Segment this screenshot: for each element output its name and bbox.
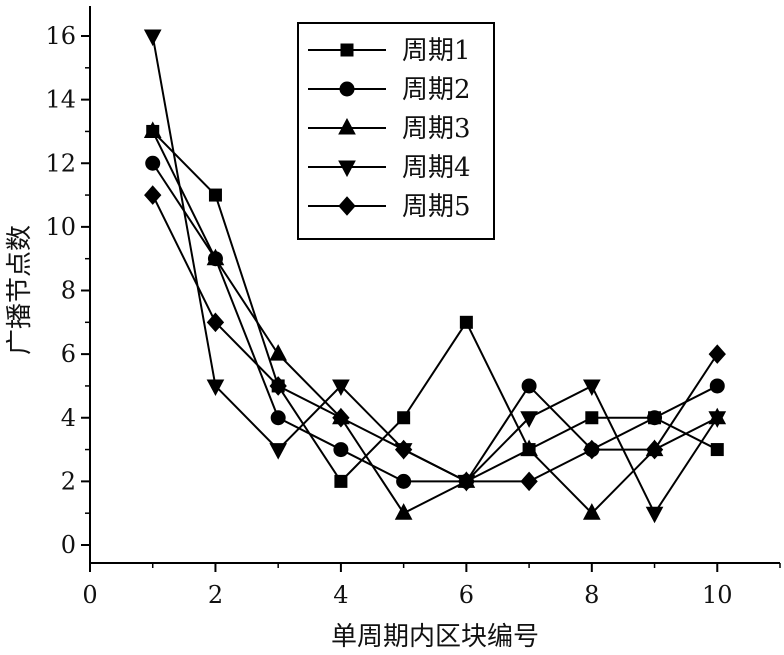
legend-item: 周期3: [308, 114, 471, 144]
data-point: [397, 411, 411, 425]
legend: 周期1 周期2 周期3 周期4 周期5: [297, 22, 495, 240]
x-axis-title: 单周期内区块编号: [331, 622, 539, 652]
axes: 0 2 4 6 8 10 12 14 16 0 2 4 6 8 10: [45, 6, 781, 609]
legend-marker: [340, 43, 354, 57]
data-point: [457, 471, 476, 492]
data-point: [144, 185, 162, 205]
data-point: [520, 471, 538, 492]
data-point: [645, 439, 664, 460]
legend-marker: [338, 196, 356, 216]
x-tick-label: 8: [584, 581, 599, 609]
data-point: [396, 473, 412, 489]
data-point: [270, 410, 286, 426]
legend-item: 周期5: [308, 192, 471, 222]
y-axis-title: 广播节点数: [5, 225, 35, 355]
legend-item: 周期4: [308, 153, 471, 183]
data-point: [582, 379, 601, 396]
legend-label: 周期5: [402, 192, 471, 222]
data-point: [332, 379, 350, 396]
data-point: [708, 411, 727, 428]
series-2: [145, 155, 725, 489]
legend-item: 周期2: [308, 75, 471, 105]
data-point: [708, 344, 726, 364]
legend-item: 周期1: [308, 36, 471, 66]
x-tick-label: 0: [82, 581, 97, 609]
data-point: [520, 411, 538, 428]
series-layer: [143, 29, 727, 524]
legend-marker: [339, 81, 355, 97]
data-point: [521, 378, 537, 394]
series-line: [152, 130, 718, 483]
data-point: [269, 344, 288, 361]
data-point: [647, 410, 663, 426]
data-point: [332, 407, 350, 428]
data-point: [208, 188, 222, 202]
data-point: [143, 29, 162, 47]
data-point: [582, 503, 601, 520]
y-tick-label: 12: [45, 149, 76, 177]
data-point: [585, 411, 599, 425]
y-tick-label: 10: [45, 213, 76, 241]
y-tick-label: 16: [45, 22, 76, 50]
data-point: [583, 439, 601, 460]
legend-marker: [338, 160, 356, 178]
y-tick-label: 0: [61, 531, 76, 559]
y-tick-label: 6: [61, 340, 76, 368]
legend-label: 周期3: [402, 114, 471, 144]
series-5: [144, 185, 726, 492]
legend-box: [297, 22, 495, 240]
y-tick-label: 14: [45, 86, 76, 114]
data-point: [394, 503, 413, 520]
data-point: [269, 376, 287, 396]
data-point: [206, 248, 225, 266]
legend-marker: [338, 117, 356, 135]
series-line: [151, 162, 718, 483]
legend-label: 周期1: [402, 36, 471, 66]
data-point: [709, 378, 725, 394]
data-point: [459, 315, 473, 329]
data-point: [645, 506, 664, 524]
x-tick-label: 10: [702, 581, 733, 609]
data-point: [269, 443, 288, 460]
data-point: [206, 379, 225, 396]
legend-label: 周期4: [402, 153, 471, 183]
legend-label: 周期2: [402, 75, 471, 105]
y-tick-label: 2: [61, 467, 76, 495]
data-point: [520, 439, 538, 457]
x-tick-label: 4: [333, 581, 348, 609]
series-line: [151, 130, 718, 515]
data-point: [710, 443, 724, 457]
y-tick-label: 4: [61, 404, 76, 432]
data-point: [334, 474, 348, 488]
x-tick-label: 6: [459, 581, 474, 609]
x-tick-label: 2: [208, 581, 223, 609]
series-line: [151, 194, 719, 483]
data-point: [143, 121, 162, 138]
data-point: [145, 155, 161, 171]
y-tick-label: 8: [61, 277, 76, 305]
data-point: [394, 439, 413, 460]
data-point: [333, 442, 349, 458]
data-point: [206, 312, 225, 333]
